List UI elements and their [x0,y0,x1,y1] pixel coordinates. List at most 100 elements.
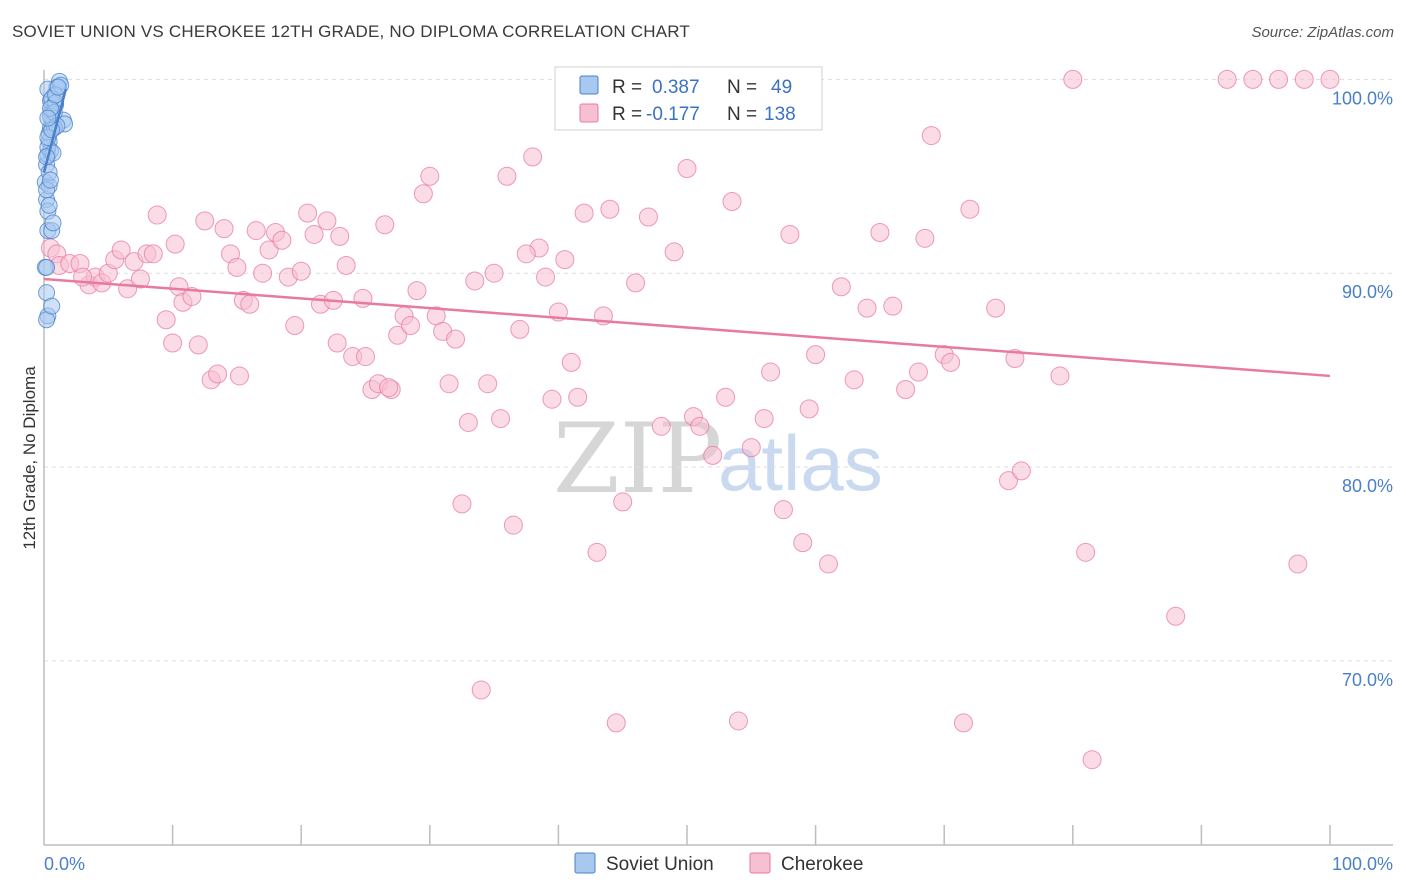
data-point [1166,606,1186,626]
data-point [285,316,305,336]
data-point [761,362,781,382]
data-point [259,240,279,260]
series-legend-swatch-soviet-union [574,852,596,874]
data-point [49,78,67,96]
x-tick-min: 0.0% [44,854,85,874]
soviet-union-points [36,72,74,329]
cherokee-points [40,69,1340,770]
data-point [555,250,575,270]
data-point [465,271,485,291]
data-point [41,171,59,189]
y-tick-label: 100.0% [1332,88,1393,108]
y-tick-label: 80.0% [1342,476,1393,496]
data-point [143,244,163,264]
data-point [921,126,941,146]
data-point [165,234,185,254]
data-point [780,224,800,244]
data-point [304,224,324,244]
trend-lines [42,88,1331,378]
data-point [246,221,266,241]
data-point [953,713,973,733]
chart-title: SOVIET UNION VS CHEROKEE 12TH GRADE, NO … [12,22,691,41]
data-point [831,277,851,297]
legend-r-value-2: -0.177 [646,104,700,125]
data-point [999,471,1018,491]
legend-r-label-2: R = [612,104,642,125]
data-point [728,711,748,731]
data-point [806,345,826,365]
data-point [741,438,761,458]
data-point [214,219,234,239]
data-point [420,166,440,186]
data-point [272,230,292,250]
series-legend-soviet-union: Soviet Union [606,854,714,875]
data-point [1320,69,1340,89]
data-point [574,203,594,223]
legend-swatch-cherokee [579,103,599,123]
source-label: Source: ZipAtlas.com [1251,24,1394,41]
data-point [188,335,208,355]
data-point [664,242,684,262]
data-point [330,226,350,246]
data-point [606,713,626,733]
data-point [356,347,375,367]
y-tick-labels: 70.0% 80.0% 90.0% 100.0% [1332,88,1393,689]
data-point [503,515,523,535]
data-point [561,352,581,372]
data-point [446,329,466,349]
data-point [1082,750,1102,770]
data-point [1243,69,1263,89]
series-legend-cherokee: Cherokee [781,854,863,875]
data-point [1050,366,1070,386]
data-point [253,263,273,283]
data-point [773,500,793,520]
data-point [1011,461,1031,481]
data-point [40,196,58,214]
data-point [484,263,504,283]
data-point [491,409,511,429]
data-point [43,297,61,315]
data-point [703,445,723,465]
legend-swatch-soviet-union [579,75,599,95]
data-point [638,207,658,227]
data-point [147,205,167,225]
data-point [523,147,543,167]
legend-r-label-1: R = [612,77,642,98]
legend-n-label-1: N = [727,77,757,98]
data-point [291,261,311,281]
data-point [439,374,459,394]
data-point [327,333,347,353]
data-point [163,333,183,353]
data-point [407,281,427,301]
data-point [379,378,399,398]
data-point [229,366,249,386]
data-point [1217,69,1237,89]
data-point [375,215,395,235]
data-point [722,191,742,211]
data-point [799,399,819,419]
data-point [613,492,633,512]
data-point [793,533,813,553]
x-tick-max: 100.0% [1332,854,1393,874]
data-point [754,409,774,429]
data-point [1005,348,1025,368]
data-point [883,296,903,316]
data-point [857,298,877,318]
data-point [915,228,935,248]
data-point [156,310,176,330]
data-point [510,319,530,339]
data-point [690,416,710,436]
data-point [870,223,890,243]
y-axis-label: 12th Grade, No Diploma [20,366,39,550]
data-point [195,211,215,231]
data-point [240,294,260,314]
data-point [587,542,607,562]
data-point [38,258,56,276]
data-point [516,244,536,264]
data-point [818,554,838,574]
legend-n-value-2: 138 [764,104,796,125]
data-point [298,203,318,223]
data-point [452,494,472,514]
data-point [844,370,864,390]
data-point [388,325,408,345]
